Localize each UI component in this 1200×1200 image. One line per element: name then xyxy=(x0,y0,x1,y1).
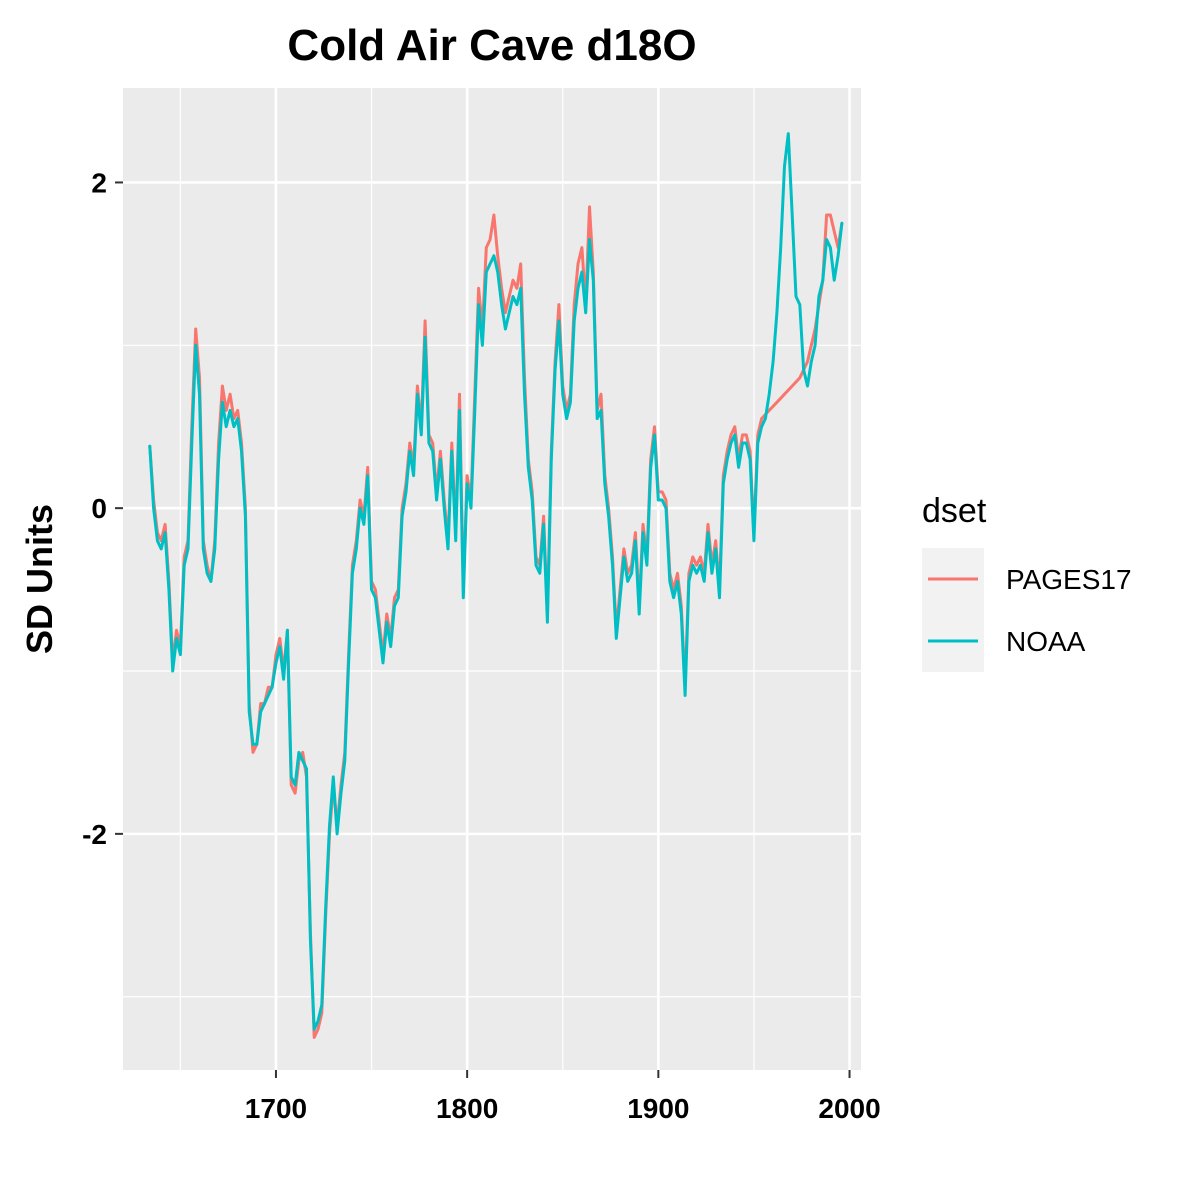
x-tick-label: 1700 xyxy=(245,1093,307,1124)
y-tick-label: -2 xyxy=(82,819,107,850)
series-line-noaa xyxy=(148,132,844,1031)
chart-title: Cold Air Cave d18O xyxy=(287,21,696,70)
legend-title: dset xyxy=(922,492,987,530)
x-axis: 1700 1800 1900 2000 xyxy=(245,1070,881,1124)
legend: dset PAGES17 NOAA xyxy=(922,492,1132,672)
y-tick-label: 2 xyxy=(91,167,107,198)
x-tick-label: 1800 xyxy=(436,1093,498,1124)
x-tick-label: 1900 xyxy=(627,1093,689,1124)
legend-label-pages17: PAGES17 xyxy=(1006,564,1132,595)
x-tick-label: 2000 xyxy=(818,1093,880,1124)
y-axis: 2 0 -2 xyxy=(82,167,123,850)
y-tick-label: 0 xyxy=(91,493,107,524)
series-layer xyxy=(148,132,844,1039)
legend-label-noaa: NOAA xyxy=(1006,626,1086,657)
y-axis-label: SD Units xyxy=(19,504,60,654)
major-gridlines xyxy=(123,88,861,1070)
